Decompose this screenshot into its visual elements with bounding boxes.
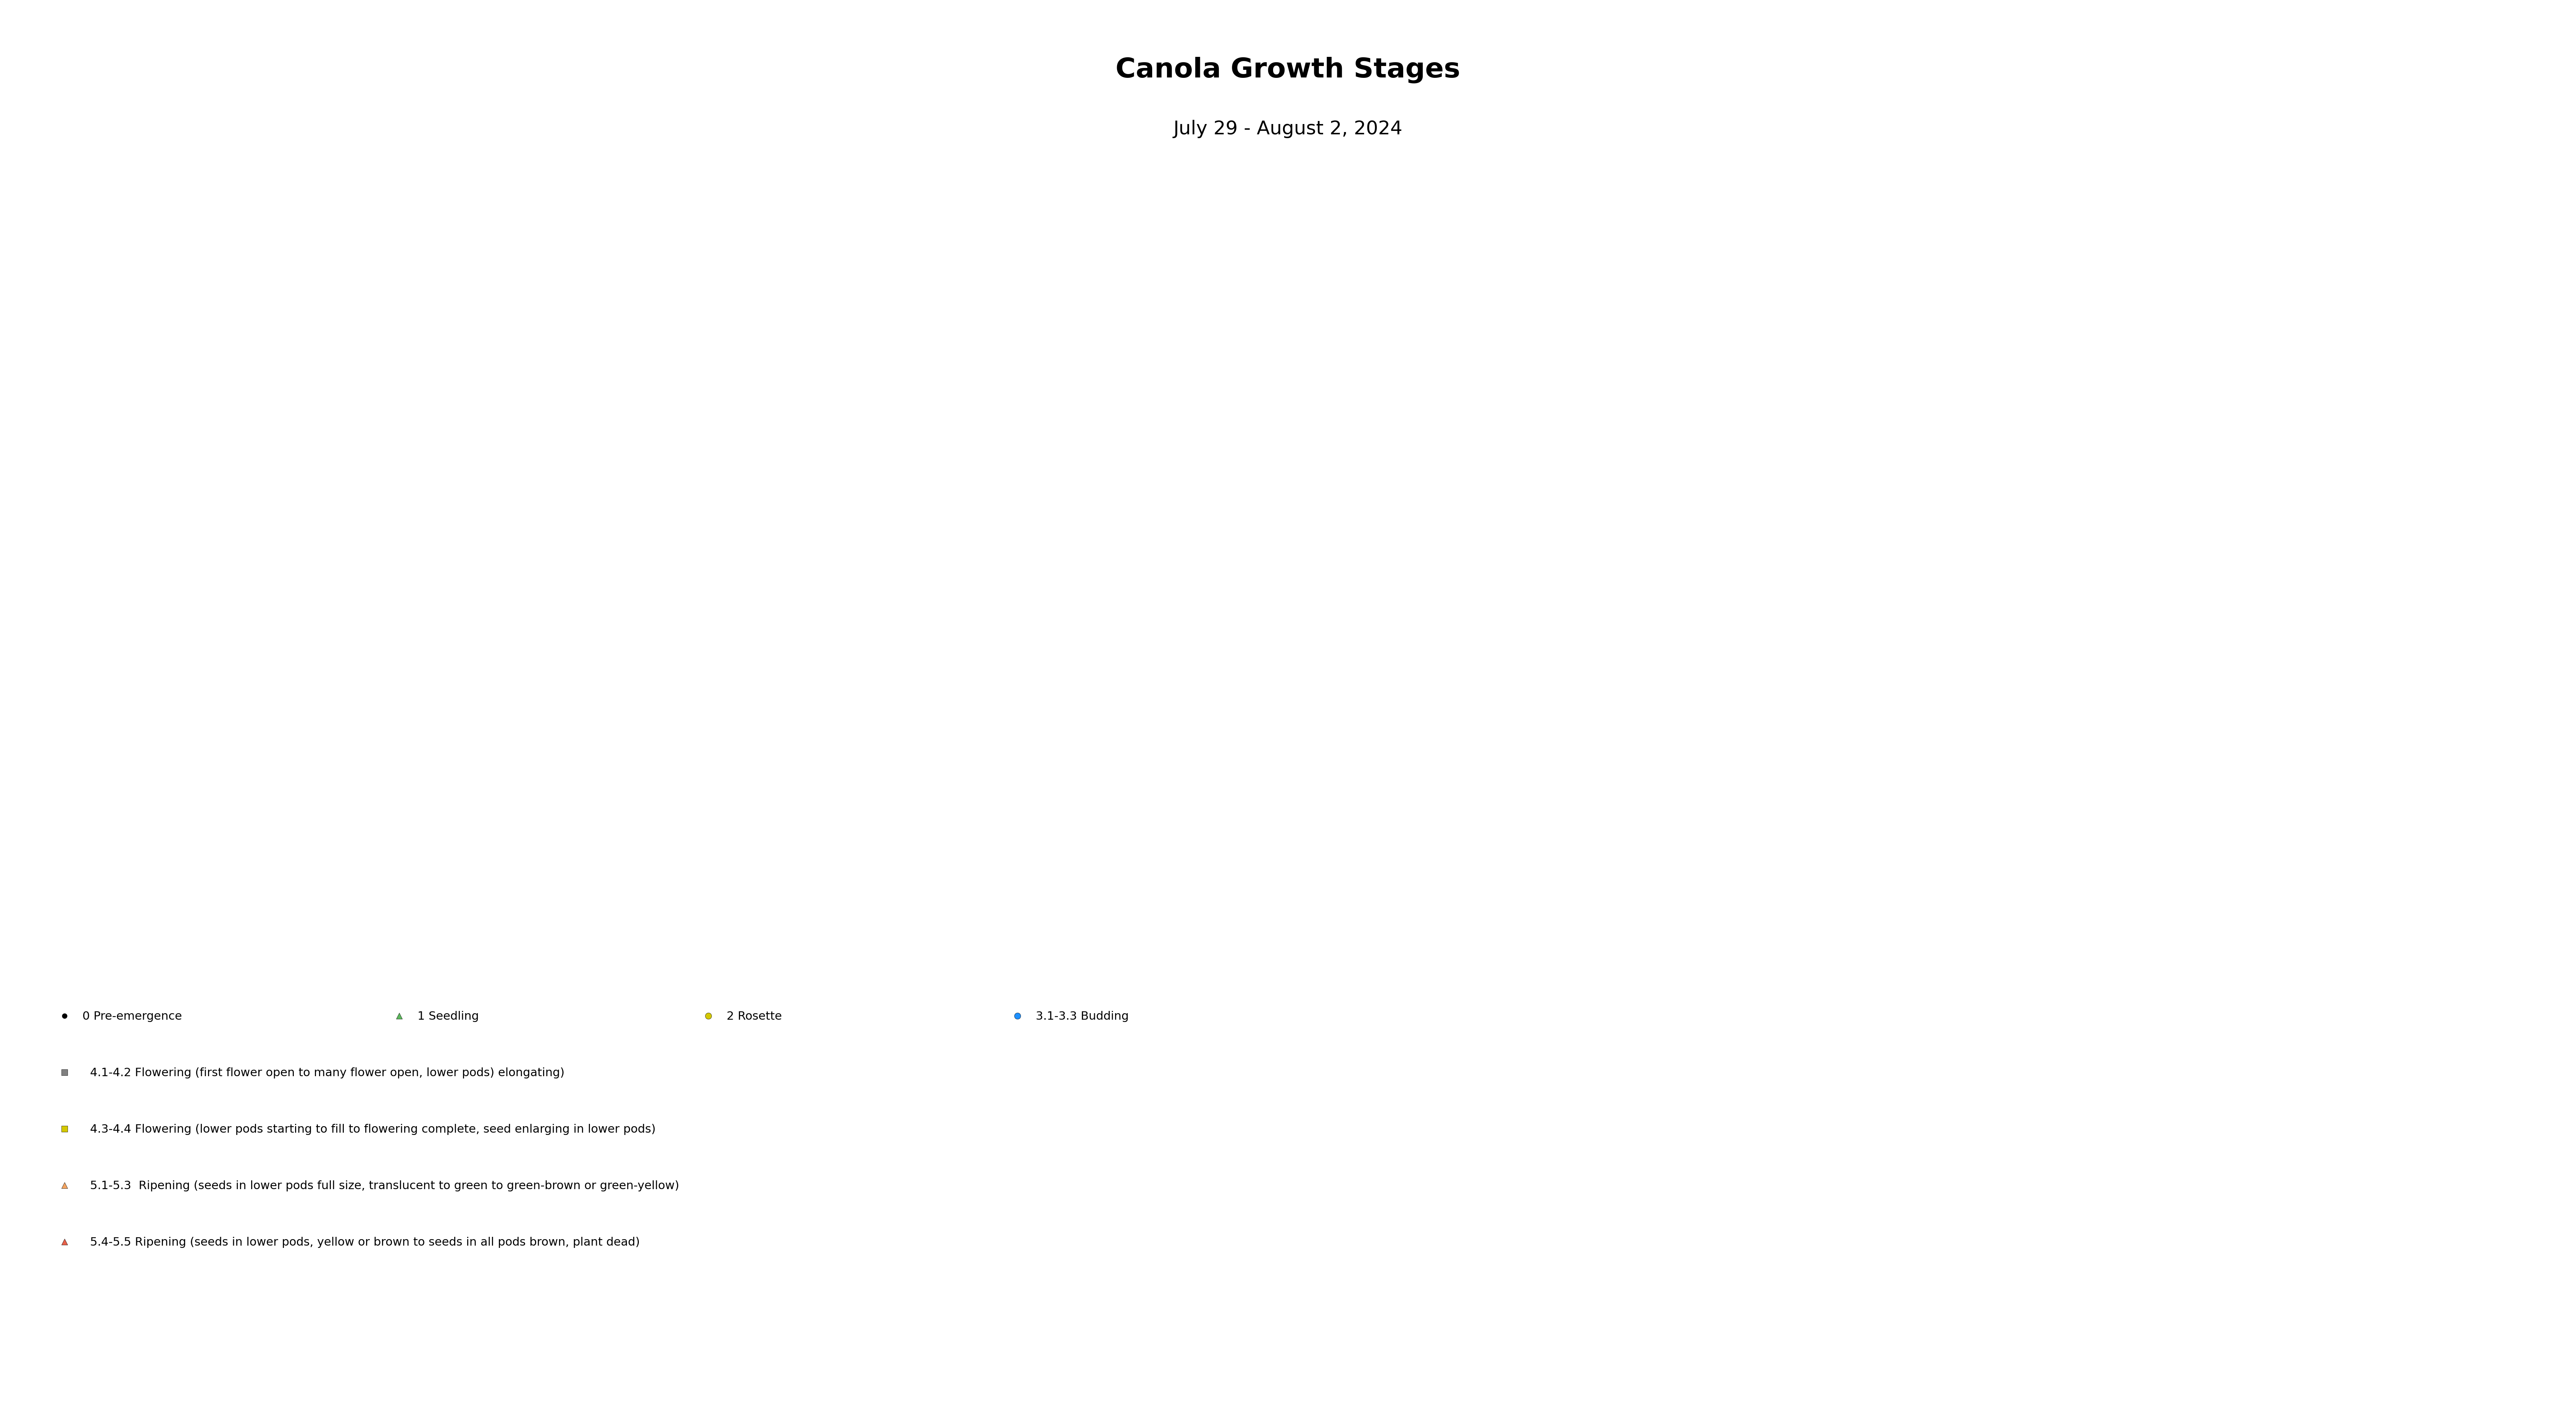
Text: 5.1-5.3  Ripening (seeds in lower pods full size, translucent to green to green-: 5.1-5.3 Ripening (seeds in lower pods fu… <box>90 1180 680 1192</box>
Text: 5.4-5.5 Ripening (seeds in lower pods, yellow or brown to seeds in all pods brow: 5.4-5.5 Ripening (seeds in lower pods, y… <box>90 1237 639 1248</box>
Text: July 29 - August 2, 2024: July 29 - August 2, 2024 <box>1175 120 1401 138</box>
Text: 0 Pre-emergence: 0 Pre-emergence <box>82 1011 183 1022</box>
Text: 4.1-4.2 Flowering (first flower open to many flower open, lower pods) elongating: 4.1-4.2 Flowering (first flower open to … <box>90 1067 564 1079</box>
Text: 2 Rosette: 2 Rosette <box>726 1011 781 1022</box>
Text: Canola Growth Stages: Canola Growth Stages <box>1115 56 1461 83</box>
Text: 4.3-4.4 Flowering (lower pods starting to fill to flowering complete, seed enlar: 4.3-4.4 Flowering (lower pods starting t… <box>90 1124 657 1135</box>
Text: 1 Seedling: 1 Seedling <box>417 1011 479 1022</box>
Text: 3.1-3.3 Budding: 3.1-3.3 Budding <box>1036 1011 1128 1022</box>
